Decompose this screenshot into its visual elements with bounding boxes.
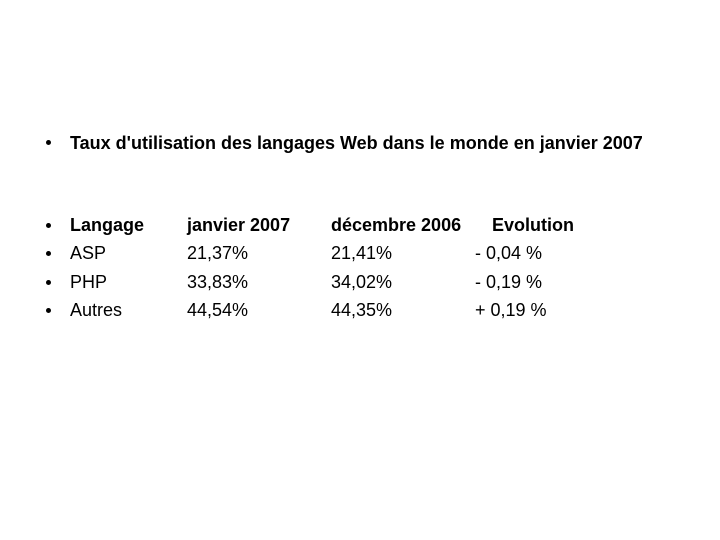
- table-cell-langage: PHP: [70, 271, 108, 292]
- table-cell-evolution: + 0,19 %: [475, 300, 547, 321]
- table-cell-langage: ASP: [70, 243, 107, 264]
- table-header-langage: Langage: [70, 214, 145, 235]
- table-header-decembre-2006: décembre 2006: [331, 214, 462, 235]
- languages-table: Langage janvier 2007 décembre 2006 Evolu…: [46, 211, 574, 325]
- table-header-evolution: Evolution: [492, 214, 574, 235]
- table-cell-langage: Autres: [70, 300, 123, 321]
- table-cell-decembre-2006: 44,35%: [331, 300, 393, 321]
- table-cell-janvier-2007: 21,37%: [187, 243, 249, 264]
- bullet-icon: [46, 222, 51, 228]
- bullet-icon: [46, 251, 51, 257]
- bullet-icon: [46, 140, 51, 145]
- bullet-icon: [46, 279, 51, 285]
- table-cell-janvier-2007: 44,54%: [187, 300, 249, 321]
- table-cell-evolution: - 0,04 %: [475, 243, 543, 264]
- table-cell-evolution: - 0,19 %: [475, 271, 543, 292]
- table-header-janvier-2007: janvier 2007: [187, 214, 291, 235]
- table-cell-decembre-2006: 34,02%: [331, 271, 393, 292]
- title-bullet-item: Taux d'utilisation des langages Web dans…: [46, 130, 680, 156]
- bullet-icon: [46, 308, 51, 314]
- slide-title: Taux d'utilisation des langages Web dans…: [70, 133, 643, 153]
- table-cell-decembre-2006: 21,41%: [331, 243, 393, 264]
- table-cell-janvier-2007: 33,83%: [187, 271, 249, 292]
